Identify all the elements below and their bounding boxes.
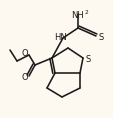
Text: S: S	[85, 55, 90, 63]
Text: O: O	[21, 49, 28, 59]
Text: S: S	[98, 34, 103, 42]
Text: O: O	[21, 72, 28, 82]
Text: 2: 2	[83, 10, 87, 15]
Text: HN: HN	[54, 32, 67, 42]
Text: NH: NH	[71, 11, 84, 19]
